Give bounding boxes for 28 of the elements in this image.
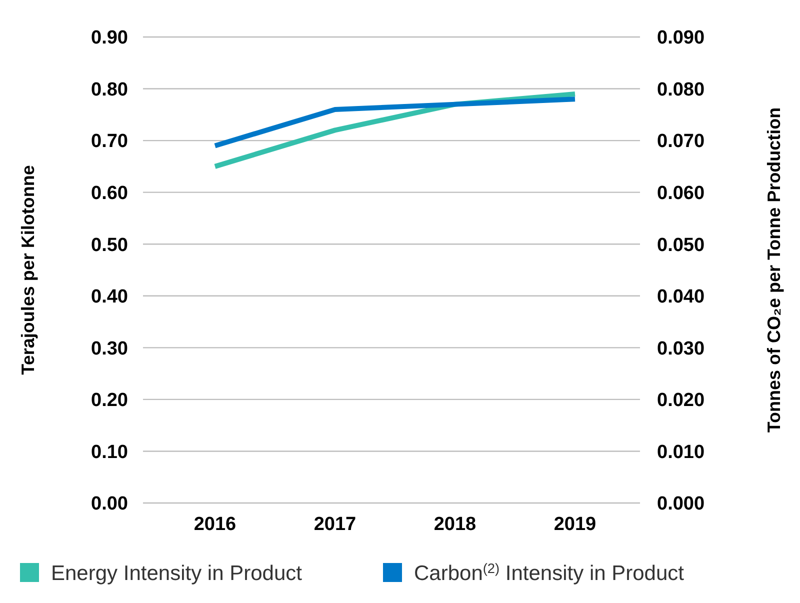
y-tick-label: 0.00 xyxy=(91,494,128,515)
y-tick-label: 0.10 xyxy=(91,442,128,463)
y2-tick-label: 0.020 xyxy=(657,390,705,412)
y-tick-label: 0.90 xyxy=(91,28,128,49)
y2-tick-label: 0.010 xyxy=(657,442,705,463)
x-tick-label: 2016 xyxy=(194,514,236,535)
y-tick-label: 0.60 xyxy=(91,182,128,204)
x-tick-label: 2017 xyxy=(314,514,356,535)
y-axis-title: Terajoules per Kilotonne xyxy=(18,165,38,375)
y-tick-label: 0.70 xyxy=(91,131,128,152)
y2-tick-label: 0.090 xyxy=(657,28,705,49)
y-tick-label: 0.20 xyxy=(91,390,128,412)
y2-tick-label: 0.000 xyxy=(657,494,705,515)
y-tick-label: 0.30 xyxy=(91,338,128,360)
y2-tick-label: 0.040 xyxy=(657,286,705,308)
y-tick-label: 0.50 xyxy=(91,234,128,256)
legend-label: Carbon$^{(2)}$ Intensity in Product xyxy=(414,560,684,585)
y2-tick-label: 0.030 xyxy=(657,338,705,360)
y-tick-label: 0.80 xyxy=(91,79,128,100)
x-tick-label: 2019 xyxy=(554,514,596,535)
y2-axis-title: Tonnes of CO₂e per Tonne Production xyxy=(764,107,784,433)
y2-tick-label: 0.080 xyxy=(657,79,705,100)
y-tick-label: 0.40 xyxy=(91,286,128,308)
legend-label: Energy Intensity in Product xyxy=(51,562,302,585)
x-tick-label: 2018 xyxy=(434,514,476,535)
y2-tick-label: 0.050 xyxy=(657,234,705,256)
y2-tick-label: 0.060 xyxy=(657,182,705,204)
y2-tick-label: 0.070 xyxy=(657,131,705,152)
